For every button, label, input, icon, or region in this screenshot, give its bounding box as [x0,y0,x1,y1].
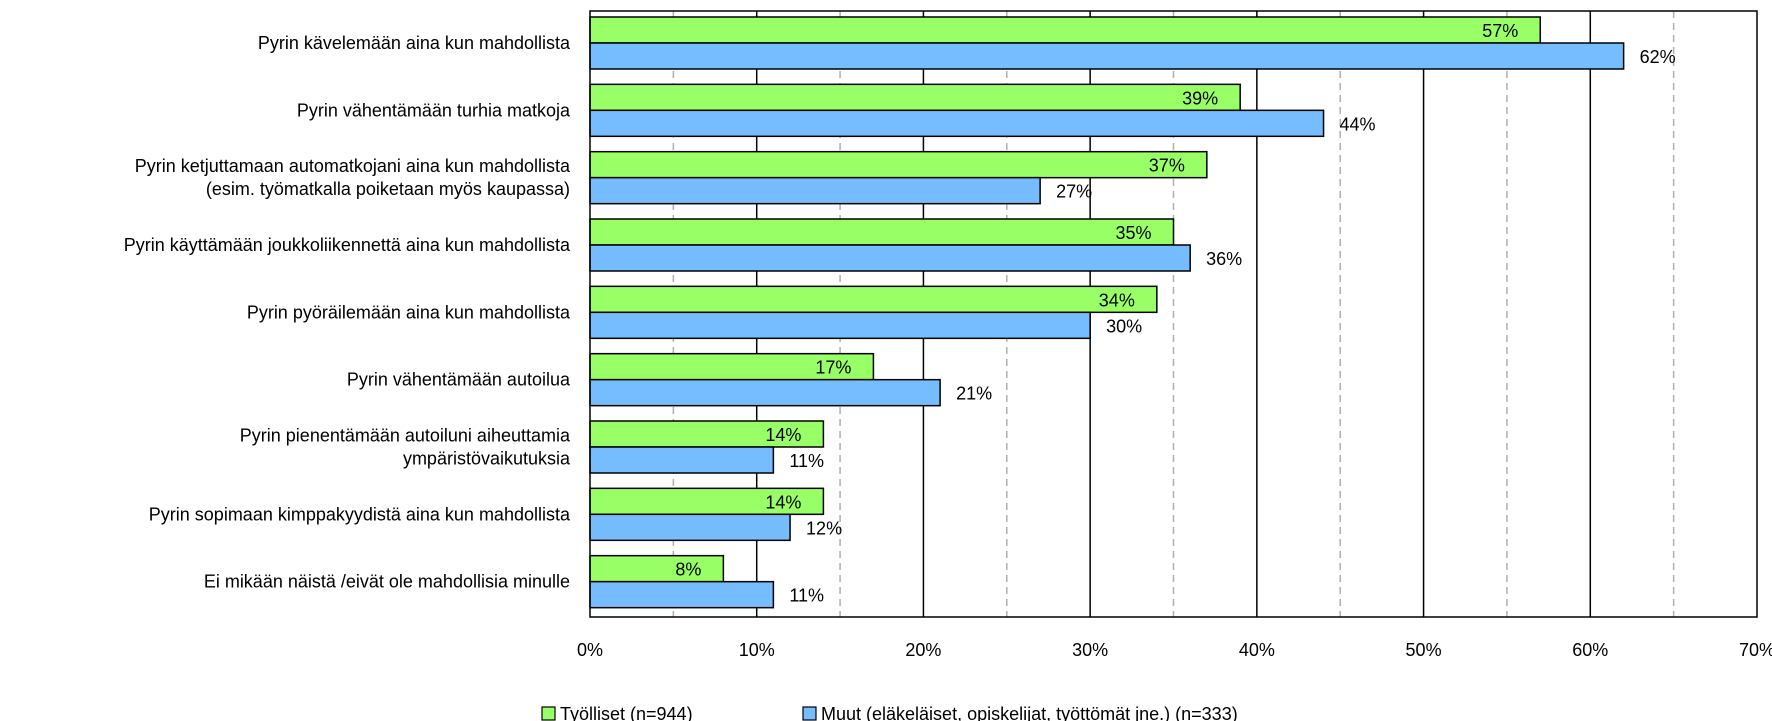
bar-tyolliset [589,554,725,583]
legend-label: Muut (eläkeläiset, opiskelijat, työttömä… [821,704,1238,721]
data-label: 11% [789,451,824,471]
x-tick-label: 50% [1406,640,1442,660]
data-label: 14% [765,492,801,512]
bar-muut [589,109,1325,138]
data-label: 12% [806,518,842,538]
bars [589,16,1625,609]
bar-muut [589,244,1191,272]
bar-tyolliset [589,16,1542,44]
data-label: 62% [1640,47,1676,67]
data-label: 11% [789,586,824,606]
category-label: Ei mikään näistä /eivät ole mahdollisia … [204,572,570,592]
bar-muut [589,176,1041,205]
x-tick-label: 10% [739,640,775,660]
x-tick-label: 40% [1239,640,1275,660]
category-label: Pyrin vähentämään turhia matkoja [297,100,571,120]
category-label: Pyrin sopimaan kimppakyydistä aina kun m… [149,504,571,524]
plot-area-frame [589,10,1758,618]
category-label: Pyrin ketjuttamaan automatkojani aina ku… [135,156,571,176]
bar-muut [589,446,775,474]
data-label: 35% [1115,223,1151,243]
x-tick-label: 20% [905,640,941,660]
x-tick-label: 60% [1572,640,1608,660]
data-label: 30% [1106,316,1142,336]
bar-tyolliset [589,352,875,381]
data-label: 27% [1056,182,1092,202]
data-label: 36% [1206,249,1242,269]
bar-muut [589,580,775,609]
bar-tyolliset [589,285,1158,314]
data-label: 17% [815,358,851,378]
bar-muut [589,311,1091,340]
legend-label: Työlliset (n=944) [560,704,693,721]
category-label: (esim. työmatkalla poiketaan myös kaupas… [206,179,570,199]
data-label: 44% [1340,114,1376,134]
data-label: 14% [765,425,801,445]
x-tick-label: 30% [1072,640,1108,660]
data-labels: 57%62%39%44%37%27%35%36%34%30%17%21%14%1… [675,21,1675,606]
x-tick-label: 0% [577,640,603,660]
x-tick-label: 70% [1739,640,1772,660]
data-label: 8% [675,560,701,580]
legend: Työlliset (n=944) Muut (eläkeläiset, opis… [541,704,1238,721]
category-label: Pyrin pienentämään autoiluni aiheuttamia [240,426,571,446]
category-label: Pyrin käyttämään joukkoliikennettä aina … [124,235,571,255]
category-label: ympäristövaikutuksia [403,449,571,469]
data-label: 34% [1099,290,1135,310]
legend-swatch [802,706,817,721]
bar-tyolliset [589,83,1241,112]
data-label: 21% [956,384,992,404]
data-label: 39% [1182,88,1218,108]
category-label: Pyrin pyöräilemään aina kun mahdollista [247,302,571,322]
bar-muut [589,42,1625,70]
x-axis-ticks: 0% 10% 20% 30% 40% 50% 60% 70% [577,640,1772,660]
category-label: Pyrin kävelemään aina kun mahdollista [258,33,571,53]
bar-muut [589,378,941,407]
data-label: 37% [1149,156,1185,176]
category-label: Pyrin vähentämään autoilua [347,370,571,390]
bar-tyolliset [589,218,1175,246]
bar-muut [589,513,791,542]
category-labels: Pyrin kävelemään aina kun mahdollista Pyr… [124,33,571,592]
bar-tyolliset [589,150,1208,179]
legend-swatch [541,706,556,721]
data-label: 57% [1482,21,1518,41]
